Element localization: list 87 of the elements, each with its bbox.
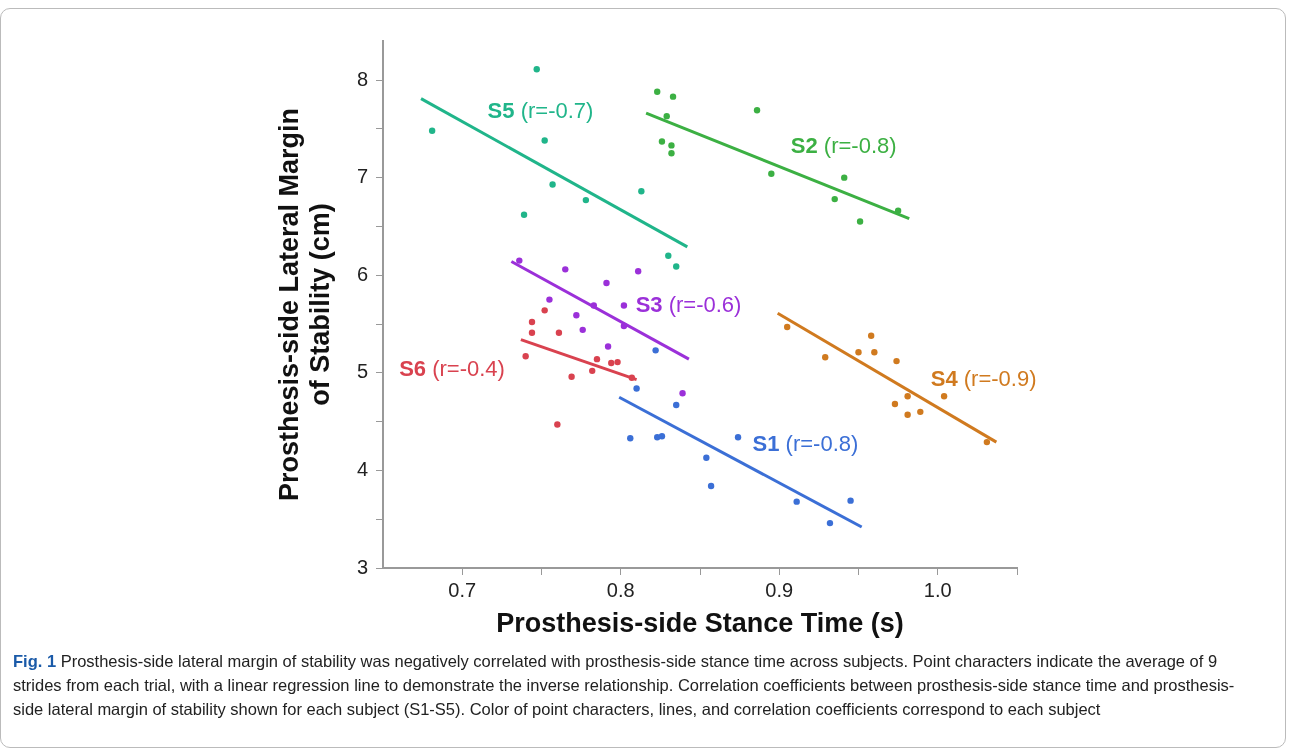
point: [831, 195, 838, 203]
point: [520, 211, 528, 218]
point: [573, 312, 580, 319]
point: [665, 252, 672, 259]
point: [593, 355, 601, 363]
point: [703, 454, 710, 461]
point: [867, 332, 875, 339]
y-tick-label: 4: [356, 457, 368, 480]
point: [568, 373, 575, 380]
point: [533, 66, 540, 73]
point: [579, 326, 586, 334]
point: [589, 367, 596, 375]
point: [652, 347, 659, 354]
point: [768, 170, 775, 177]
point: [603, 279, 610, 287]
point: [633, 385, 640, 392]
point: [620, 302, 628, 309]
point: [638, 188, 645, 195]
point: [841, 174, 848, 181]
x-tick-label: 0.9: [765, 578, 794, 601]
point: [940, 393, 948, 400]
series-label: S3 (r=-0.6): [635, 291, 742, 317]
point: [707, 482, 715, 490]
point: [734, 434, 742, 441]
point: [620, 322, 628, 330]
point: [516, 257, 523, 264]
x-tick-label: 0.7: [448, 578, 477, 601]
x-axis-title: Prosthesis-side Stance Time (s): [496, 608, 904, 639]
point: [668, 150, 675, 157]
point: [826, 519, 834, 527]
point: [658, 433, 666, 440]
point: [679, 390, 686, 397]
point: [793, 498, 800, 505]
point: [614, 358, 621, 366]
point: [904, 411, 911, 418]
y-axis-title: Prosthesis-side Lateral Margin of Stability (cm): [273, 107, 336, 502]
point: [582, 196, 590, 204]
point: [628, 374, 636, 381]
point: [541, 307, 548, 314]
point: [891, 400, 899, 408]
point: [554, 421, 561, 428]
point: [663, 112, 670, 120]
point: [541, 137, 548, 144]
point: [522, 353, 529, 360]
point: [673, 401, 680, 409]
point: [549, 181, 556, 188]
point: [604, 343, 612, 350]
point: [917, 408, 924, 416]
series-label: S1 (r=-0.8): [752, 430, 859, 456]
point: [904, 393, 911, 400]
point: [871, 349, 878, 356]
point: [983, 438, 991, 446]
series-label: S4 (r=-0.9): [930, 365, 1037, 391]
point: [555, 329, 563, 336]
caption: Fig. 1 Prosthesis-side lateral margin of stability was negatively correlated with prosthesis-side stance time across subjects. Point characters indicate the average of 9 strides from each trial, with a linear regression line to demonstrate the inverse relationship. Correlation coefficients between prosthesis-side stance time and prosthesis-side lateral margin of stability shown for each subject (S1-S5). Color of point characters, lines, and correlation coefficients correspond to each subject: [13, 651, 1236, 720]
x-tick-label: 0.8: [606, 578, 635, 601]
point: [528, 318, 536, 326]
point: [528, 329, 536, 336]
x-tick-label: 1.0: [923, 578, 952, 601]
y-tick-label: 8: [356, 67, 368, 90]
y-tick-label: 6: [356, 262, 368, 285]
series-label: S6 (r=-0.4): [399, 355, 505, 381]
point: [856, 218, 864, 225]
series-label: S2 (r=-0.8): [790, 133, 897, 159]
point: [546, 296, 553, 303]
point: [855, 349, 862, 356]
point: [608, 359, 615, 367]
series-label: S5 (r=-0.7): [487, 97, 594, 123]
point: [634, 268, 642, 275]
y-tick-label: 7: [356, 165, 368, 188]
y-tick-label: 3: [356, 555, 368, 578]
point: [562, 266, 569, 273]
point: [668, 142, 675, 149]
y-tick-label: 5: [356, 360, 368, 383]
point: [428, 127, 436, 134]
point: [894, 207, 902, 215]
point: [669, 93, 677, 100]
point: [783, 323, 791, 331]
point: [822, 354, 829, 361]
point: [753, 107, 761, 114]
point: [673, 263, 680, 270]
point: [627, 435, 634, 442]
point: [658, 138, 666, 145]
point: [590, 302, 598, 309]
point: [893, 357, 900, 365]
point: [654, 88, 661, 95]
point: [847, 497, 854, 504]
